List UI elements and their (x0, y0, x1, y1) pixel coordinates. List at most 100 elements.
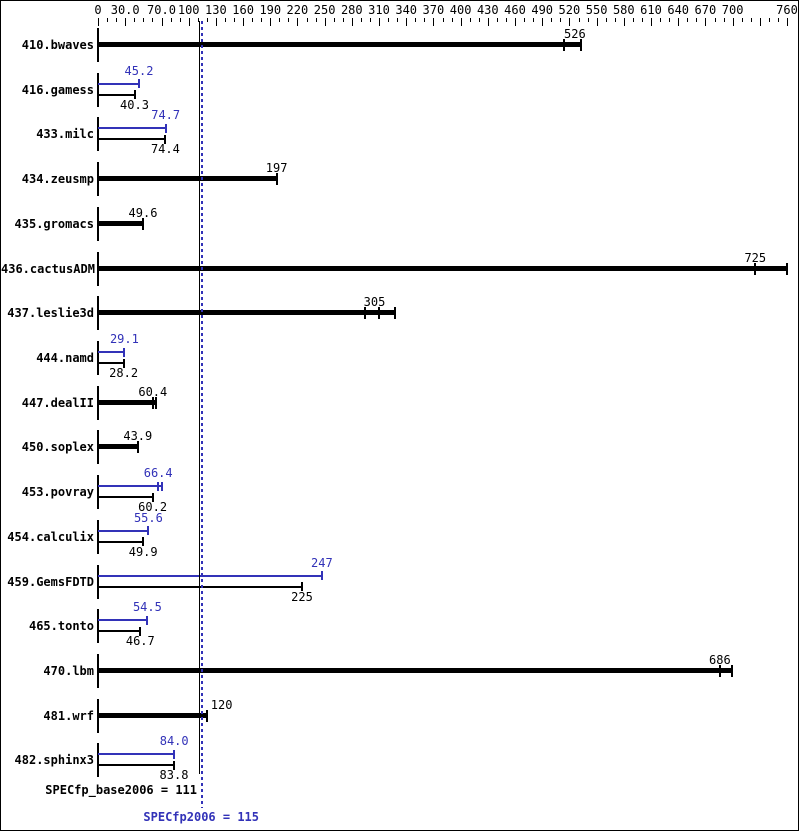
axis-minor-tick (424, 18, 426, 22)
bar-base (98, 540, 144, 543)
axis-minor-tick (551, 18, 553, 22)
benchmark-label: 433.milc (36, 127, 94, 142)
axis-minor-tick (360, 18, 362, 22)
benchmark-label: 447.dealII (21, 395, 94, 410)
axis-tick-label: 460 (504, 3, 526, 17)
value-label-peak: 247 (311, 555, 333, 570)
axis-major-tick (705, 18, 707, 26)
axis-minor-tick (496, 18, 498, 22)
benchmark-label: 437.leslie3d (7, 306, 94, 321)
bar-peak (98, 127, 166, 130)
axis-minor-tick (777, 18, 779, 22)
axis-major-tick (297, 18, 299, 26)
bar-base (98, 399, 156, 405)
value-label-base: 60.2 (138, 500, 168, 515)
value-label-base: 120 (210, 697, 233, 712)
benchmark-label: 450.soplex (21, 440, 94, 455)
value-label-base: 60.4 (138, 384, 168, 399)
axis-zero-tick (97, 341, 99, 375)
axis-minor-tick (533, 18, 535, 22)
axis-minor-tick (224, 18, 226, 22)
base-mean-reference-line (199, 21, 200, 774)
axis-zero-tick (97, 609, 99, 644)
benchmark-label: 444.namd (36, 351, 94, 365)
axis-major-tick (515, 18, 516, 26)
axis-zero-tick (97, 72, 99, 107)
axis-major-tick (542, 18, 544, 26)
axis-minor-tick (107, 18, 109, 22)
bar-end-cap (122, 358, 125, 368)
bar-end-cap (301, 582, 303, 591)
axis-major-tick (623, 18, 625, 26)
benchmark-label: 453.povray (21, 485, 94, 500)
bar-end-cap (164, 134, 167, 144)
benchmark-label: 410.bwaves (21, 38, 94, 52)
peak-mean-reference-line (201, 21, 203, 808)
value-label-peak: 45.2 (124, 63, 154, 78)
axis-major-tick (161, 18, 163, 26)
run-tick (718, 664, 721, 677)
value-label-peak: 29.1 (109, 332, 139, 346)
axis-minor-tick (306, 18, 308, 22)
axis-major-tick (215, 18, 217, 26)
bar-base (98, 362, 124, 364)
benchmark-label: 454.calculix (7, 529, 94, 544)
bar-base (98, 265, 787, 271)
axis-tick-label: 100 (177, 3, 200, 17)
value-label-base: 225 (291, 589, 313, 604)
bar-end-cap (139, 626, 142, 636)
bar-base (98, 42, 582, 47)
bar-end-cap (394, 307, 397, 320)
axis-major-tick (351, 18, 353, 26)
axis-minor-tick (605, 18, 607, 22)
benchmark-label: 434.zeusmp (21, 172, 94, 187)
axis-major-tick (406, 18, 408, 26)
value-label-base: 686 (709, 652, 731, 667)
value-label-base: 43.9 (123, 429, 153, 444)
axis-minor-tick (315, 18, 317, 22)
axis-minor-tick (696, 18, 698, 22)
run-tick (378, 307, 380, 320)
bar-base (98, 712, 207, 718)
bar-base (98, 764, 174, 767)
axis-major-tick (569, 18, 571, 26)
bar-end-cap (173, 749, 176, 759)
axis-minor-tick (524, 18, 526, 22)
value-label-base: 305 (363, 295, 386, 310)
value-label-peak: 54.5 (132, 600, 162, 615)
axis-zero-tick (97, 475, 99, 510)
axis-tick-label: 190 (259, 3, 282, 17)
axis-minor-tick (750, 18, 752, 22)
axis-minor-tick (170, 18, 172, 22)
axis-tick-label: 760 (776, 3, 798, 17)
axis-tick-label: 340 (395, 3, 418, 17)
axis-major-tick (379, 18, 380, 26)
value-label-base: 40.3 (120, 97, 149, 112)
axis-major-tick (125, 18, 127, 26)
axis-minor-tick (234, 18, 235, 22)
bar-end-cap (151, 492, 154, 502)
bar-peak (98, 619, 148, 622)
axis-minor-tick (279, 18, 281, 22)
axis-tick-label: 160 (232, 3, 254, 17)
axis-major-tick (596, 18, 598, 26)
value-label-base: 74.4 (150, 142, 180, 157)
value-label-base: 197 (265, 161, 288, 176)
bar-end-cap (123, 347, 126, 357)
axis-tick-label: 580 (612, 3, 635, 17)
axis-tick-label: 400 (449, 3, 472, 17)
axis-major-tick (732, 18, 734, 26)
axis-minor-tick (768, 18, 770, 22)
benchmark-label: 465.tonto (28, 619, 94, 634)
axis-minor-tick (660, 18, 662, 22)
benchmark-label: 416.gamess (21, 82, 94, 97)
axis-minor-tick (288, 18, 290, 22)
axis-minor-tick (143, 18, 145, 22)
axis-major-tick (651, 18, 652, 26)
axis-minor-tick (560, 18, 562, 22)
axis-minor-tick (342, 18, 344, 22)
axis-tick-label: 550 (585, 3, 608, 17)
axis-major-tick (98, 18, 99, 26)
bar-end-cap (142, 537, 145, 547)
axis-tick-label: 220 (286, 3, 309, 17)
